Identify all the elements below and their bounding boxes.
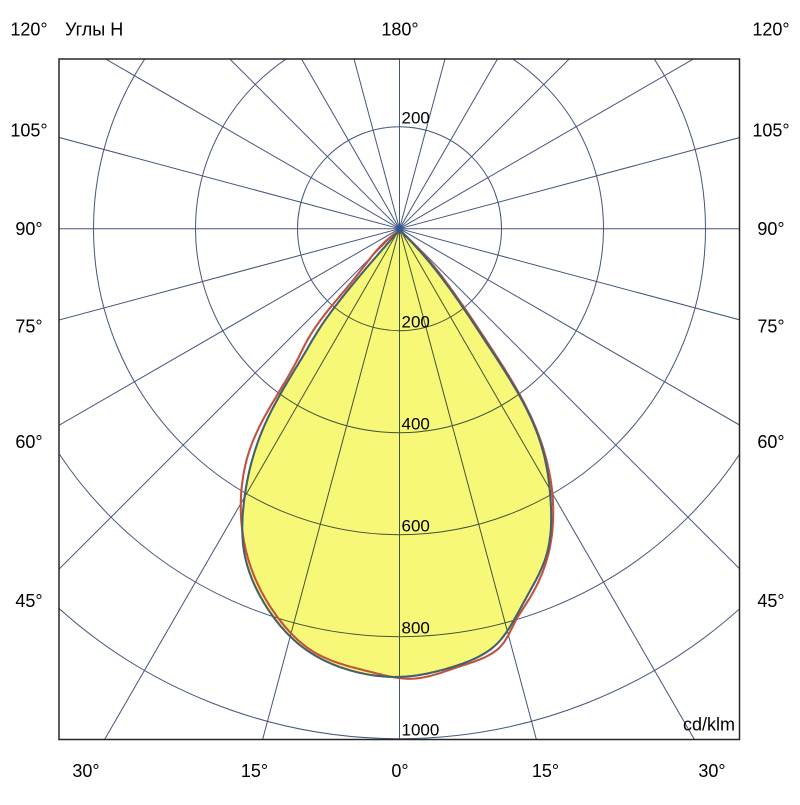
svg-text:120°: 120° bbox=[752, 20, 789, 40]
svg-text:400: 400 bbox=[402, 415, 430, 434]
svg-text:200: 200 bbox=[402, 313, 430, 332]
svg-text:Углы Н: Углы Н bbox=[65, 20, 123, 40]
svg-text:45°: 45° bbox=[15, 591, 42, 611]
svg-text:1000: 1000 bbox=[402, 721, 440, 740]
svg-text:60°: 60° bbox=[15, 432, 42, 452]
svg-text:90°: 90° bbox=[757, 219, 784, 239]
svg-text:cd/klm: cd/klm bbox=[683, 715, 735, 735]
svg-text:105°: 105° bbox=[10, 120, 47, 140]
svg-text:200: 200 bbox=[402, 109, 430, 128]
svg-text:105°: 105° bbox=[752, 120, 789, 140]
svg-text:45°: 45° bbox=[757, 591, 784, 611]
svg-text:800: 800 bbox=[402, 619, 430, 638]
svg-text:0°: 0° bbox=[391, 761, 408, 781]
svg-text:15°: 15° bbox=[241, 761, 268, 781]
svg-text:90°: 90° bbox=[15, 219, 42, 239]
svg-text:180°: 180° bbox=[381, 20, 418, 40]
svg-text:30°: 30° bbox=[72, 761, 99, 781]
svg-text:75°: 75° bbox=[15, 316, 42, 336]
svg-text:600: 600 bbox=[402, 517, 430, 536]
svg-text:120°: 120° bbox=[10, 20, 47, 40]
svg-text:15°: 15° bbox=[532, 761, 559, 781]
svg-text:75°: 75° bbox=[757, 316, 784, 336]
svg-text:30°: 30° bbox=[698, 761, 725, 781]
svg-text:60°: 60° bbox=[757, 432, 784, 452]
